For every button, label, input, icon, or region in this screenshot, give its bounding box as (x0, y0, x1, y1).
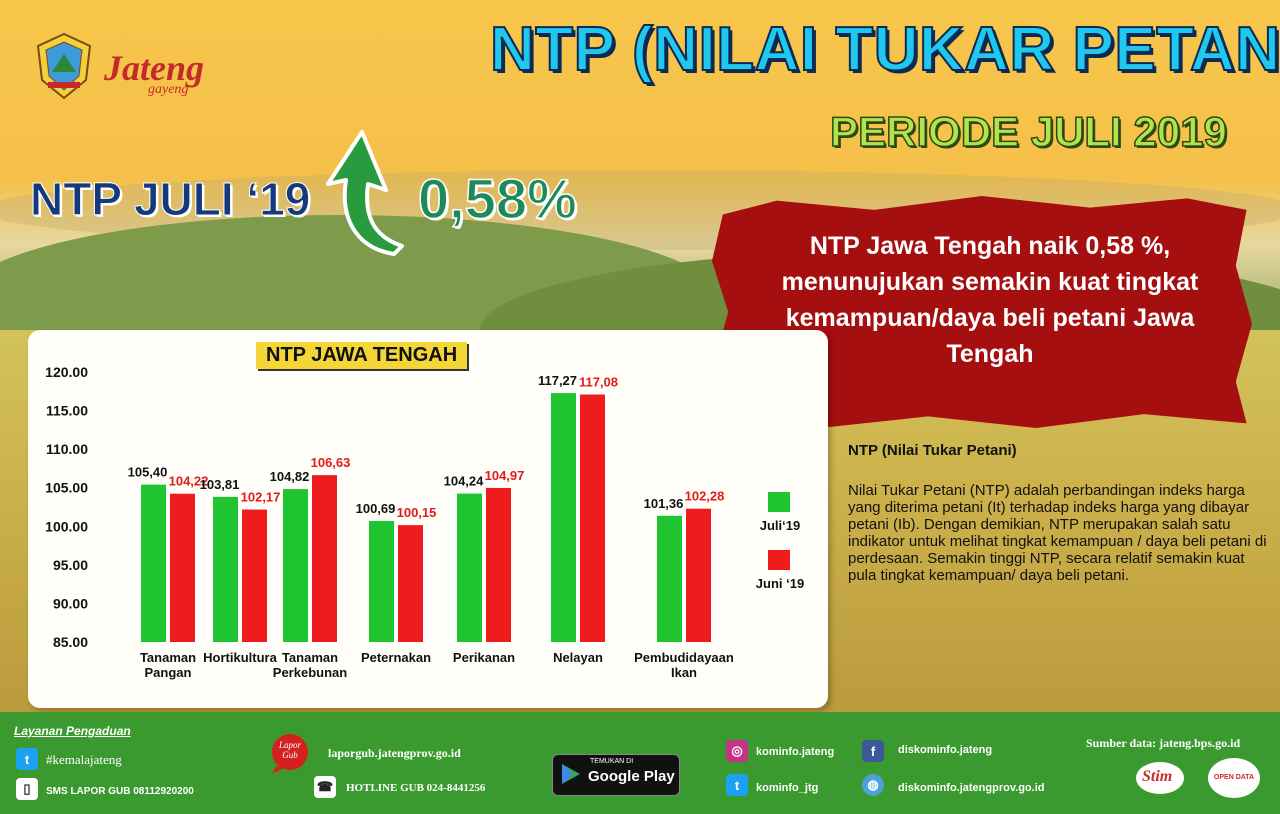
bar-juli (283, 489, 308, 642)
data-label-juni: 102,17 (241, 490, 281, 505)
y-tick-label: 115.00 (46, 403, 88, 419)
stim-logo-icon (1136, 762, 1184, 794)
open-data-logo-text: OPEN DATA (1213, 774, 1255, 781)
bar-juni (242, 509, 267, 642)
bar-juli (657, 515, 682, 642)
website-url[interactable]: diskominfo.jatengprov.go.id (898, 782, 1045, 794)
y-tick-label: 110.00 (46, 441, 88, 457)
chart-title: NTP JAWA TENGAH (256, 342, 468, 369)
google-play-icon (562, 764, 580, 784)
hotline: HOTLINE GUB 024-8441256 (346, 782, 486, 794)
facebook-handle[interactable]: diskominfo.jateng (898, 744, 993, 756)
x-category-label: Perkebunan (273, 665, 347, 680)
bar-juli (213, 496, 238, 642)
data-label-juni: 106,63 (311, 455, 351, 470)
bar-juli (457, 493, 482, 642)
y-tick-label: 105.00 (45, 480, 88, 496)
lapor-gub-logo-icon (272, 734, 308, 774)
jateng-brand-tagline: gayeng (148, 82, 189, 97)
data-source: Sumber data: jateng.bps.go.id (1086, 736, 1241, 750)
bar-juni (580, 394, 605, 642)
page-subtitle: PERIODE JULI 2019 (829, 107, 1227, 156)
x-category-label: Hortikultura (203, 650, 277, 665)
bar-juli (141, 484, 166, 642)
x-category-label: Perikanan (453, 650, 515, 665)
bar-juni (686, 508, 711, 642)
bar-juli (551, 393, 576, 642)
lapor-url[interactable]: laporgub.jatengprov.go.id (328, 746, 461, 760)
data-label-juli: 104,24 (444, 474, 485, 489)
x-category-label: Pembudidayaan (634, 650, 734, 665)
twitter-icon[interactable]: t (16, 748, 38, 770)
data-label-juli: 100,69 (356, 501, 396, 516)
y-tick-label: 120.00 (45, 364, 88, 380)
stim-logo-text: Stim (1142, 768, 1173, 785)
bar-juni (398, 525, 423, 642)
y-tick-label: 100.00 (45, 518, 88, 534)
province-emblem-icon (36, 32, 92, 100)
y-tick-label: 85.00 (53, 634, 88, 650)
y-tick-label: 90.00 (53, 595, 88, 611)
data-label-juli: 105,40 (128, 465, 168, 480)
bar-juni (486, 487, 511, 642)
legend-swatch (768, 492, 790, 512)
ntp-bar-chart: 120.00 115.00 110.00 105.00 100.00 95.00 90.00… (45, 364, 804, 680)
y-tick-label: 95.00 (53, 557, 88, 573)
data-label-juli: 117,27 (538, 373, 577, 388)
twitter-handle[interactable]: #kemalajateng (46, 752, 122, 767)
definition-body: Nilai Tukar Petani (NTP) adalah perbandi… (848, 482, 1267, 584)
facebook-icon[interactable]: f (862, 740, 884, 762)
instagram-handle[interactable]: kominfo.jateng (756, 746, 835, 758)
up-arrow-icon (326, 130, 404, 256)
lapor-gub-logo-text: Lapor Gub (278, 740, 301, 760)
banner-text: NTP Jawa Tengah naik 0,58 %, menunujukan… (781, 232, 1199, 368)
ntp-change-value: 0,58% (417, 166, 577, 231)
google-play-big-text: Google Play (588, 768, 675, 785)
phone-handset-icon: ☎ (314, 776, 336, 798)
x-category-label: Tanaman (140, 650, 196, 665)
data-label-juni: 117,08 (579, 375, 618, 390)
bar-juni (170, 493, 195, 642)
x-category-label: Nelayan (553, 650, 603, 665)
legend-swatch (768, 550, 790, 570)
globe-icon: ◍ (862, 774, 884, 796)
open-data-logo-icon (1208, 758, 1260, 798)
x-category-label: Tanaman (282, 650, 338, 665)
layanan-title: Layanan Pengaduan (14, 724, 131, 738)
legend-label: Juli‘19 (760, 518, 800, 533)
twitter-handle-2[interactable]: kominfo_jtg (756, 782, 819, 794)
jateng-brand-logo: Jateng (104, 48, 205, 88)
page-title: NTP (NILAI TUKAR PETANI ) (489, 14, 1280, 85)
instagram-icon[interactable]: ◎ (726, 740, 748, 762)
phone-icon: ▯ (16, 778, 38, 800)
bar-juli (369, 520, 394, 642)
data-label-juli: 104,82 (270, 469, 310, 484)
bar-juni (312, 475, 337, 642)
x-category-label: Ikan (671, 665, 697, 680)
data-label-juni: 102,28 (685, 489, 725, 504)
ntp-headline-label: NTP JULI ‘19 (29, 173, 311, 226)
definition-title: NTP (Nilai Tukar Petani) (848, 442, 1017, 459)
legend-label: Juni ‘19 (756, 576, 804, 591)
x-category-label: Pangan (145, 665, 192, 680)
data-label-juli: 101,36 (644, 496, 684, 511)
data-label-juni: 104,97 (485, 468, 525, 483)
twitter-icon-2[interactable]: t (726, 774, 748, 796)
x-category-label: Peternakan (361, 650, 431, 665)
google-play-small-text: TEMUKAN DI (590, 758, 634, 765)
data-label-juni: 104,22 (169, 474, 209, 489)
data-label-juli: 103,81 (200, 477, 240, 492)
sms-lapor: SMS LAPOR GUB 08112920200 (46, 786, 194, 797)
data-label-juni: 100,15 (397, 505, 437, 520)
